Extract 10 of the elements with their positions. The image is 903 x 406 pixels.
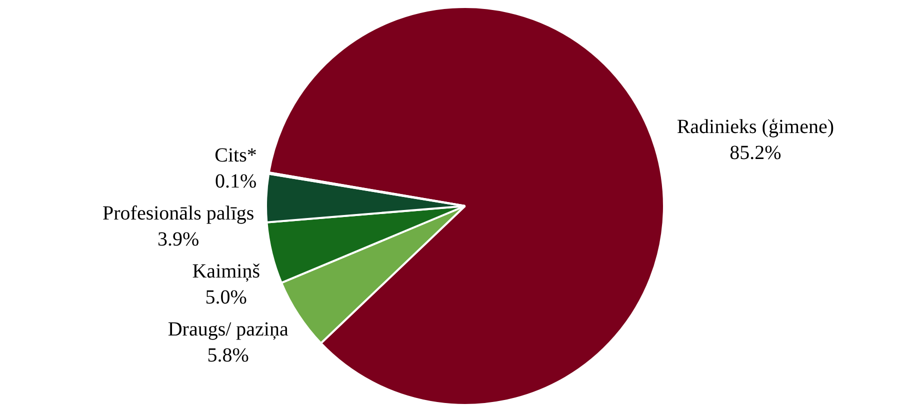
data-label: 5.0% xyxy=(205,286,247,308)
slice-label: Kaimiņš xyxy=(192,260,260,282)
data-label: 5.8% xyxy=(207,344,249,366)
slice-label: Cits* xyxy=(214,144,257,166)
data-label: 85.2% xyxy=(730,142,782,164)
data-label: 0.1% xyxy=(214,170,257,192)
slice-label: Radinieks (ģimene) xyxy=(676,116,834,138)
data-label: 3.9% xyxy=(158,228,200,250)
slice-label: Draugs/ paziņa xyxy=(168,318,288,340)
slice-label: Profesionāls palīgs xyxy=(102,202,254,224)
